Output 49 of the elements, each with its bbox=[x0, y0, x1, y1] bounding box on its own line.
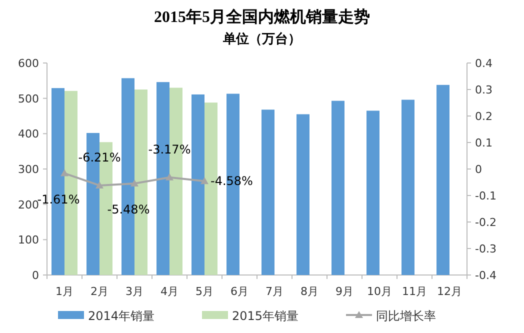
y2-tick-label: 0.2 bbox=[475, 110, 492, 123]
y2-tick-label: -0.2 bbox=[475, 216, 496, 229]
data-label: -5.48% bbox=[107, 202, 150, 217]
x-tick-label: 12月 bbox=[437, 285, 462, 298]
x-tick-label: 3月 bbox=[126, 285, 144, 298]
x-tick-label: 1月 bbox=[56, 285, 74, 298]
x-tick-label: 2月 bbox=[90, 285, 108, 298]
y-tick-label: 200 bbox=[18, 198, 39, 212]
legend-label: 2014年销量 bbox=[88, 309, 155, 323]
x-tick-label: 7月 bbox=[266, 285, 284, 298]
y-tick-label: 100 bbox=[18, 234, 39, 247]
y2-tick-label: 0 bbox=[475, 163, 482, 176]
x-tick-label: 9月 bbox=[336, 285, 354, 298]
y2-tick-label: 0.4 bbox=[475, 57, 492, 70]
point bbox=[200, 177, 208, 184]
data-label: -6.21% bbox=[78, 150, 121, 164]
point bbox=[96, 181, 104, 188]
x-tick-label: 8月 bbox=[300, 285, 318, 298]
x-tick-label: 11月 bbox=[402, 285, 427, 298]
legend-label: 同比增长率 bbox=[376, 309, 436, 323]
y-tick-label: 400 bbox=[18, 128, 39, 141]
bar bbox=[296, 114, 310, 275]
chart-title: 2015年5月全国内燃机销量走势 bbox=[154, 8, 370, 26]
y-tick-label: 0 bbox=[32, 269, 39, 282]
bar bbox=[366, 110, 380, 275]
data-label: -3.17% bbox=[148, 142, 191, 156]
legend-label: 2015年销量 bbox=[232, 309, 299, 323]
y2-tick-label: -0.3 bbox=[475, 242, 496, 256]
chart-subtitle: 单位（万台） bbox=[222, 31, 301, 46]
point bbox=[166, 173, 174, 180]
y-tick-label: 500 bbox=[18, 92, 39, 106]
point bbox=[60, 169, 68, 176]
bar bbox=[332, 100, 344, 275]
y-tick-label: 300 bbox=[18, 163, 39, 176]
x-tick-label: 4月 bbox=[160, 285, 178, 298]
y2-tick-label: 0.3 bbox=[475, 84, 492, 96]
bar bbox=[436, 84, 450, 275]
x-tick-label: 5月 bbox=[196, 285, 214, 298]
x-tick-label: 6月 bbox=[230, 285, 248, 298]
y2-tick-label: -0.4 bbox=[475, 269, 496, 282]
y2-tick-label: 0.1 bbox=[475, 136, 492, 150]
point bbox=[130, 180, 138, 187]
data-label: -1.61% bbox=[37, 192, 80, 206]
bar bbox=[262, 110, 274, 275]
x-tick-label: 10月 bbox=[367, 285, 392, 298]
bar bbox=[402, 100, 414, 275]
bar bbox=[192, 94, 204, 275]
y2-tick-label: -0.1 bbox=[475, 190, 496, 202]
y-tick-label: 600 bbox=[18, 57, 39, 70]
